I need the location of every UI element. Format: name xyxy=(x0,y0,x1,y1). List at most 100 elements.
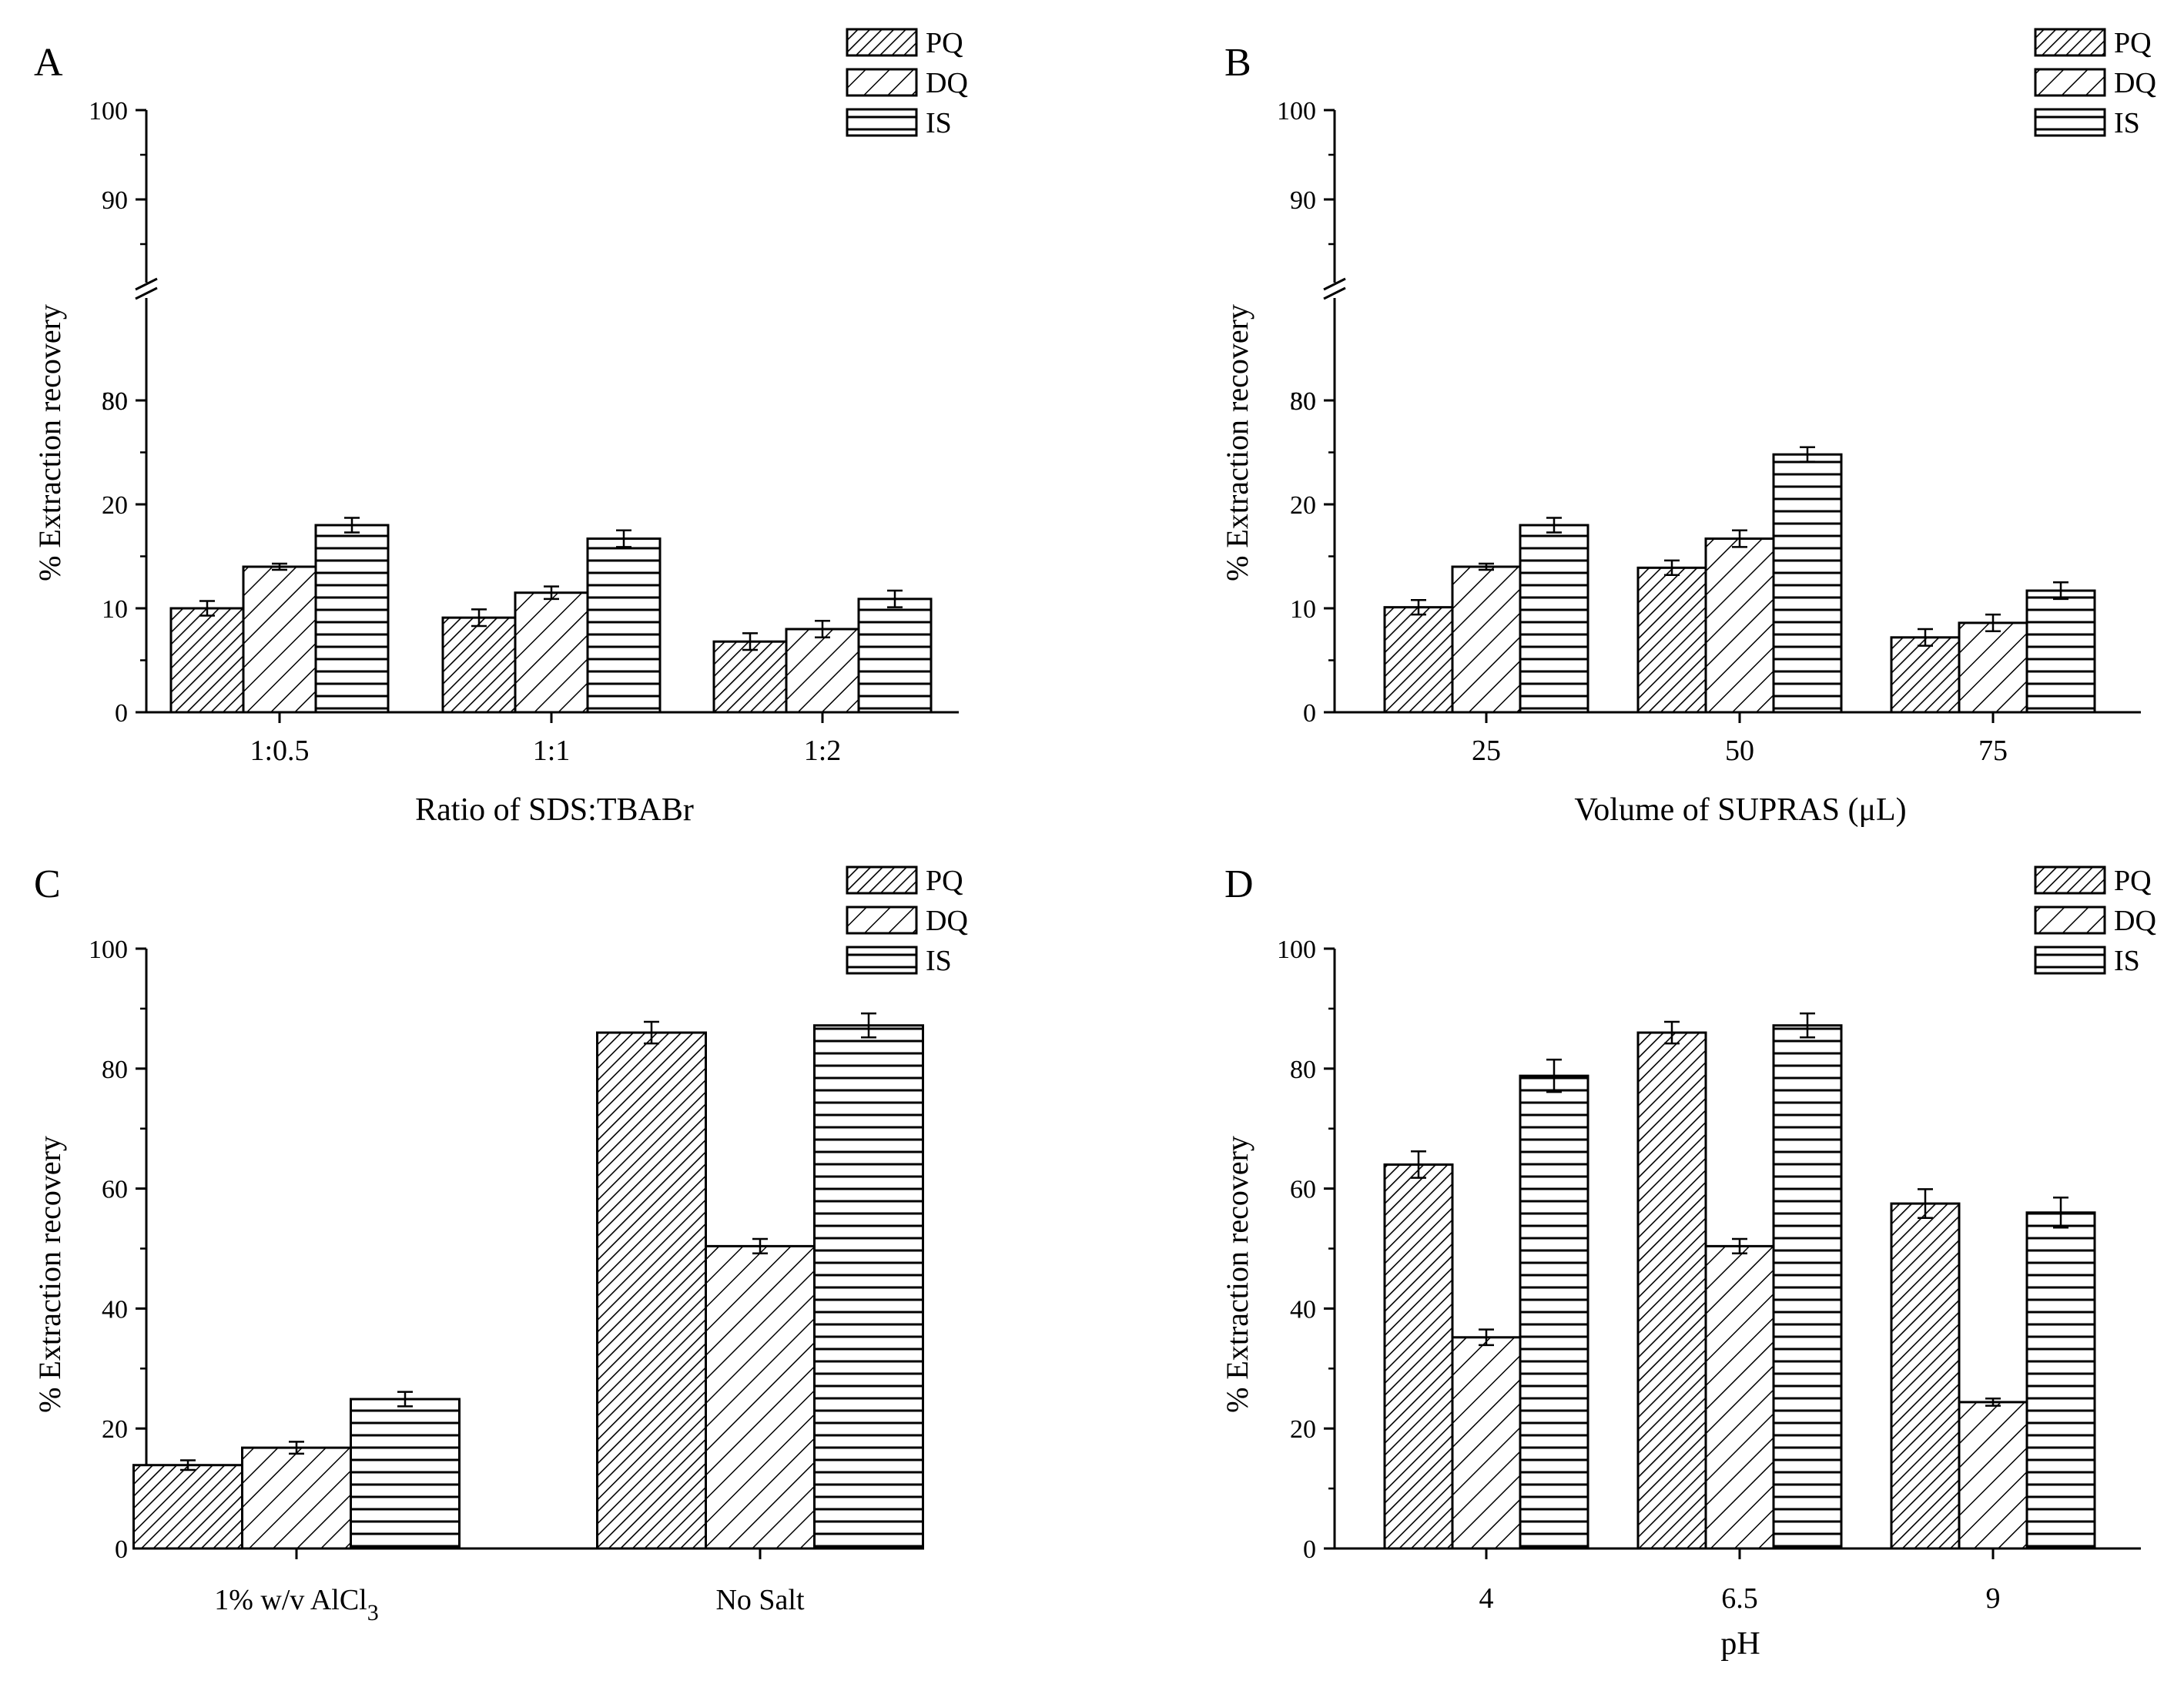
y-tick-label-a: 10 xyxy=(102,595,128,624)
y-tick-label-b: 100 xyxy=(1277,97,1316,126)
error-bar-a-is xyxy=(616,529,631,548)
legend-label-c-is: IS xyxy=(926,945,952,977)
x-tick-label-d: 6.5 xyxy=(1721,1582,1758,1615)
bar-a-dq xyxy=(785,628,860,714)
legend-swatch-a-is xyxy=(846,108,918,137)
y-tick-label-c: 100 xyxy=(89,936,128,964)
bar-c-is xyxy=(813,1024,924,1550)
panel-c: C % Extraction recovery 0 20 40 60 80 100 1% w… xyxy=(32,862,968,1625)
error-bar-b-dq xyxy=(1479,562,1494,571)
error-bar-a-pq xyxy=(471,608,487,628)
bar-a-is xyxy=(857,598,933,714)
bar-d-dq xyxy=(1704,1244,1775,1550)
bar-b-pq xyxy=(1383,606,1454,714)
legend-swatch-a-pq xyxy=(846,28,918,57)
error-bar-d-is xyxy=(2053,1197,2068,1229)
axis-break-mark-b xyxy=(1323,277,1346,300)
y-tick-label-d: 0 xyxy=(1303,1535,1316,1564)
plot-area-d: 0 20 40 60 80 100 4 6.5 9 PQ DQ IS xyxy=(1277,865,2156,1615)
legend-swatch-d-is xyxy=(2034,946,2106,975)
y-tick-label-b: 30 xyxy=(1290,387,1316,416)
bar-d-is xyxy=(2025,1211,2096,1550)
bar-b-pq xyxy=(1636,566,1707,714)
y-tick-label-d: 20 xyxy=(1290,1415,1316,1444)
y-tick-label-c: 40 xyxy=(102,1295,128,1324)
y-axis-label-b: % Extraction recovery xyxy=(1220,304,1254,581)
legend-label-a-is: IS xyxy=(926,107,952,139)
axis-break-mark-a xyxy=(135,277,158,300)
panel-d: D % Extraction recovery pH 0 20 40 60 80 100 4… xyxy=(1220,862,2156,1662)
panel-letter-d: D xyxy=(1224,862,1254,906)
x-tick-label-d: 9 xyxy=(1986,1582,2001,1615)
error-bar-c-dq xyxy=(752,1237,768,1254)
bar-b-dq xyxy=(1451,565,1522,714)
legend-label-c-pq: PQ xyxy=(926,865,963,897)
panel-letter-a: A xyxy=(34,41,63,85)
legend-swatch-c-is xyxy=(846,946,918,975)
bar-d-dq xyxy=(1451,1336,1522,1550)
bar-d-dq xyxy=(1958,1401,2028,1550)
error-bar-a-dq xyxy=(815,619,830,639)
error-bar-c-is xyxy=(861,1012,876,1039)
bar-c-dq xyxy=(241,1446,352,1550)
error-bar-d-pq xyxy=(1918,1188,1933,1220)
error-bar-a-dq xyxy=(544,585,559,601)
y-axis-label-a: % Extraction recovery xyxy=(32,304,67,581)
bar-d-is xyxy=(1772,1024,1843,1550)
plot-area-c: 0 20 40 60 80 100 1% w/v AlCl3 No Salt PQ DQ IS xyxy=(89,865,968,1625)
x-tick-label-b: 75 xyxy=(1978,735,2008,767)
x-tick-label-c: 1% w/v AlCl3 xyxy=(214,1584,378,1625)
y-tick-label-c: 80 xyxy=(102,1056,128,1084)
y-axis-label-d: % Extraction recovery xyxy=(1220,1136,1254,1413)
legend-label-d-is: IS xyxy=(2114,945,2140,977)
error-bar-a-dq xyxy=(272,562,287,571)
y-tick-label-b: 0 xyxy=(1303,699,1316,728)
error-bar-a-is xyxy=(887,589,903,608)
error-bar-b-is xyxy=(1800,446,1815,463)
error-bar-b-dq xyxy=(1732,529,1747,548)
bar-b-dq xyxy=(1958,621,2028,714)
error-bar-c-dq xyxy=(289,1441,304,1455)
bar-c-pq xyxy=(132,1464,243,1550)
legend-label-b-dq: DQ xyxy=(2114,67,2156,99)
bar-b-dq xyxy=(1704,537,1775,714)
error-bar-d-dq xyxy=(1479,1328,1494,1347)
bar-d-pq xyxy=(1383,1163,1454,1550)
y-tick-label-b: 90 xyxy=(1290,186,1316,215)
y-tick-label-a: 80 xyxy=(102,387,128,416)
y-tick-label-a: 100 xyxy=(89,97,128,126)
y-tick-label-a: 30 xyxy=(102,387,128,416)
error-bar-d-dq xyxy=(1732,1237,1747,1254)
y-axis-label-c: % Extraction recovery xyxy=(32,1136,67,1413)
panel-letter-b: B xyxy=(1224,41,1251,85)
bar-a-dq xyxy=(242,565,317,714)
bar-a-is xyxy=(586,537,662,714)
error-bar-a-pq xyxy=(742,632,758,651)
x-axis-label-d: pH xyxy=(1720,1626,1760,1662)
y-tick-label-a: 0 xyxy=(115,699,128,728)
error-bar-d-is xyxy=(1800,1012,1815,1039)
y-tick-label-b: 20 xyxy=(1290,491,1316,520)
bar-b-pq xyxy=(1890,636,1961,714)
y-tick-label-d: 80 xyxy=(1290,1056,1316,1084)
y-tick-label-b: 80 xyxy=(1290,387,1316,416)
error-bar-b-is xyxy=(2053,581,2068,601)
error-bar-c-pq xyxy=(644,1020,659,1045)
error-bar-b-dq xyxy=(1985,613,2001,632)
x-axis-label-a: Ratio of SDS:TBABr xyxy=(415,792,694,828)
bar-a-dq xyxy=(514,591,589,714)
legend-swatch-c-dq xyxy=(846,906,918,935)
x-tick-label-c: No Salt xyxy=(715,1584,805,1616)
error-bar-c-pq xyxy=(180,1459,196,1471)
y-tick-label-d: 60 xyxy=(1290,1176,1316,1204)
legend-swatch-b-is xyxy=(2034,108,2106,137)
legend-label-d-dq: DQ xyxy=(2114,905,2156,937)
legend-swatch-c-pq xyxy=(846,865,918,895)
y-tick-label-c: 20 xyxy=(102,1415,128,1444)
error-bar-b-pq xyxy=(1918,628,1933,647)
bar-a-is xyxy=(314,524,390,714)
legend-swatch-b-dq xyxy=(2034,68,2106,97)
